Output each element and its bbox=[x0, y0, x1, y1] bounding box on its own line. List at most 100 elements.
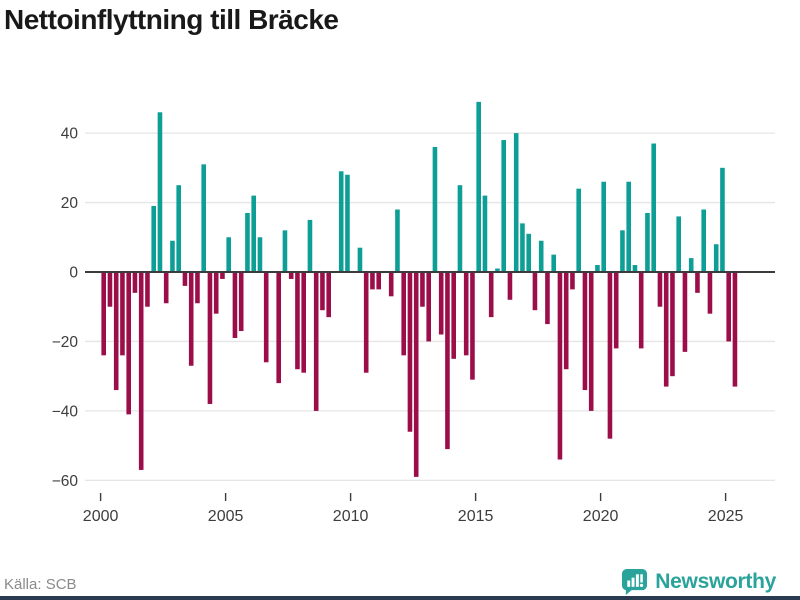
bar-2011-Q1 bbox=[376, 272, 381, 290]
bar-2008-Q1 bbox=[301, 272, 306, 373]
bar-2011-Q3 bbox=[388, 272, 394, 297]
bar-2002-Q1 bbox=[151, 206, 156, 272]
bar-2008-Q3 bbox=[313, 272, 319, 411]
logo-bar-medium bbox=[631, 577, 635, 587]
bar-2012-Q3 bbox=[413, 272, 419, 477]
bar-2016-Q4 bbox=[520, 223, 525, 272]
logo-bar-small bbox=[627, 580, 631, 587]
bar-2022-Q3 bbox=[663, 272, 669, 387]
bar-2020-Q3 bbox=[613, 272, 619, 349]
x-axis-tick-label: 2005 bbox=[208, 508, 244, 525]
bar-2000-Q2 bbox=[107, 272, 113, 307]
logo-exclamation-stem bbox=[640, 574, 644, 583]
bar-2013-Q3 bbox=[438, 272, 444, 335]
bar-2010-Q4 bbox=[370, 272, 375, 290]
bar-2014-Q4 bbox=[470, 272, 475, 380]
newsworthy-logo[interactable]: Newsworthy bbox=[621, 568, 776, 595]
y-axis-tick-label: −60 bbox=[52, 473, 79, 490]
bar-2024-Q1 bbox=[701, 209, 706, 272]
bar-2017-Q3 bbox=[538, 240, 544, 272]
newsworthy-logo-icon bbox=[622, 568, 648, 595]
bar-2001-Q4 bbox=[145, 272, 150, 307]
source-label: Källa: SCB bbox=[4, 576, 77, 593]
bar-2008-Q2 bbox=[307, 219, 313, 272]
bar-2017-Q1 bbox=[526, 233, 531, 272]
bar-2000-Q3 bbox=[113, 272, 119, 391]
brand-name: Newsworthy bbox=[655, 569, 776, 593]
bar-2013-Q4 bbox=[445, 272, 450, 450]
bar-2001-Q2 bbox=[132, 272, 138, 293]
bar-2021-Q2 bbox=[632, 265, 638, 272]
bar-2024-Q2 bbox=[707, 272, 713, 314]
bar-2017-Q2 bbox=[532, 272, 538, 311]
bar-2004-Q2 bbox=[207, 272, 213, 404]
bar-2001-Q1 bbox=[126, 272, 131, 415]
y-axis-tick-label: 40 bbox=[61, 126, 79, 143]
bar-2013-Q2 bbox=[432, 146, 438, 272]
bar-2016-Q3 bbox=[513, 133, 519, 272]
bar-2020-Q2 bbox=[607, 272, 613, 439]
x-axis-tick-label: 2010 bbox=[333, 508, 369, 525]
bar-2011-Q4 bbox=[395, 209, 400, 272]
x-axis-tick-label: 2025 bbox=[708, 508, 744, 525]
bar-2000-Q1 bbox=[101, 272, 106, 356]
bar-2017-Q4 bbox=[545, 272, 550, 325]
bar-2000-Q4 bbox=[120, 272, 125, 356]
chart-title: Nettoinflyttning till Bräcke bbox=[4, 4, 339, 35]
bar-2020-Q4 bbox=[620, 230, 625, 272]
bar-2014-Q2 bbox=[457, 185, 463, 272]
bar-2007-Q3 bbox=[288, 272, 294, 279]
bar-2022-Q4 bbox=[670, 272, 675, 377]
bar-2009-Q1 bbox=[326, 272, 331, 318]
bar-2015-Q2 bbox=[482, 195, 488, 272]
bar-2020-Q1 bbox=[601, 181, 606, 272]
bar-2023-Q4 bbox=[695, 272, 700, 293]
bar-2009-Q4 bbox=[345, 174, 350, 272]
bar-2025-Q2 bbox=[732, 272, 738, 387]
bar-2003-Q1 bbox=[176, 185, 181, 272]
bar-2010-Q3 bbox=[363, 272, 369, 373]
y-axis-tick-label: 0 bbox=[69, 265, 78, 282]
bar-2004-Q3 bbox=[213, 272, 219, 314]
x-axis-tick-label: 2000 bbox=[83, 508, 119, 525]
bar-2019-Q1 bbox=[576, 188, 581, 272]
bar-2013-Q1 bbox=[426, 272, 431, 342]
bar-2024-Q3 bbox=[713, 244, 719, 272]
bar-2007-Q4 bbox=[295, 272, 300, 370]
bar-2003-Q2 bbox=[182, 272, 188, 286]
bar-2023-Q2 bbox=[682, 272, 688, 352]
bar-2018-Q1 bbox=[551, 254, 556, 272]
bar-2014-Q3 bbox=[463, 272, 469, 356]
bar-2003-Q4 bbox=[195, 272, 200, 304]
bar-2025-Q1 bbox=[726, 272, 731, 342]
bar-2010-Q2 bbox=[357, 247, 363, 272]
bar-2016-Q1 bbox=[501, 140, 506, 272]
bar-2002-Q4 bbox=[170, 240, 175, 272]
bar-2022-Q1 bbox=[651, 143, 656, 272]
bar-2014-Q1 bbox=[451, 272, 456, 359]
bar-2018-Q3 bbox=[563, 272, 569, 370]
bar-2012-Q1 bbox=[401, 272, 406, 356]
bar-2023-Q3 bbox=[688, 258, 694, 272]
bar-2007-Q1 bbox=[276, 272, 281, 384]
bar-2008-Q4 bbox=[320, 272, 325, 311]
logo-exclamation-dot bbox=[640, 583, 644, 587]
bar-2005-Q2 bbox=[232, 272, 238, 338]
y-axis-tick-label: −40 bbox=[52, 403, 79, 420]
x-axis-tick-label: 2020 bbox=[583, 508, 619, 525]
bar-2023-Q1 bbox=[676, 216, 681, 272]
bar-2019-Q2 bbox=[582, 272, 588, 391]
bar-2019-Q4 bbox=[595, 265, 600, 272]
bar-2004-Q4 bbox=[220, 272, 225, 279]
bottom-border bbox=[0, 596, 800, 600]
bar-2006-Q1 bbox=[251, 195, 256, 272]
bar-2005-Q3 bbox=[238, 272, 244, 332]
bar-2021-Q4 bbox=[645, 212, 650, 272]
bar-2005-Q4 bbox=[245, 212, 250, 272]
bar-2006-Q3 bbox=[263, 272, 269, 363]
bar-2005-Q1 bbox=[226, 237, 231, 272]
bar-2022-Q2 bbox=[657, 272, 663, 307]
bar-2018-Q2 bbox=[557, 272, 563, 460]
bar-2001-Q3 bbox=[138, 272, 144, 470]
